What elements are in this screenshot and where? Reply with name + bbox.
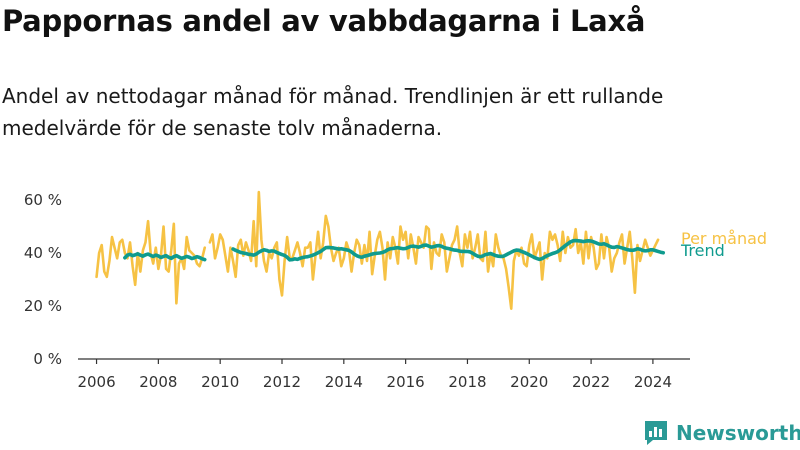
x-tick-label: 2012 (263, 373, 301, 391)
y-tick-label: 60 % (24, 191, 62, 209)
series-line (95, 219, 207, 305)
x-tick-label: 2006 (77, 373, 115, 391)
series-layer (95, 190, 666, 310)
newsworthy-logo-icon (645, 421, 667, 445)
series-trend (123, 238, 666, 262)
series-label-per-manad: Per månad (681, 229, 767, 248)
x-tick-label: 2010 (201, 373, 239, 391)
y-tick-label: 40 % (24, 244, 62, 262)
x-tick-label: 2024 (634, 373, 672, 391)
x-tick-label: 2022 (572, 373, 610, 391)
chart-subtitle: Andel av nettodagar månad för månad. Tre… (2, 84, 664, 140)
x-tick-label: 2020 (510, 373, 548, 391)
x-tick-label: 2008 (139, 373, 177, 391)
x-tick-label: 2016 (387, 373, 425, 391)
series-label-trend: Trend (680, 241, 725, 260)
x-tick-label: 2014 (325, 373, 363, 391)
newsworthy-logo[interactable]: Newsworthy (644, 420, 800, 446)
y-tick-label: 20 % (24, 297, 62, 315)
x-axis: 2006 2008 2010 2012 2014 2016 2018 2020 2022 2024 (77, 358, 690, 391)
x-tick-label: 2018 (448, 373, 486, 391)
series-line (231, 238, 666, 262)
series-line (208, 190, 660, 310)
series-per-manad (95, 190, 660, 310)
chart-title: Pappornas andel av vabbdagarna i Laxå (2, 4, 646, 38)
y-axis: 0 % 20 % 40 % 60 % (24, 191, 62, 368)
y-tick-label: 0 % (33, 350, 62, 368)
brand-name: Newsworthy (676, 421, 800, 445)
series-line (123, 251, 207, 262)
